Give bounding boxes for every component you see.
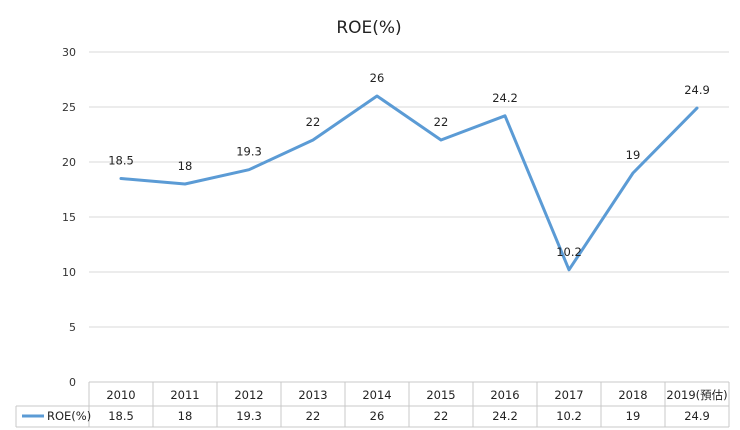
series-line-roe xyxy=(119,94,699,272)
data-label: 19.3 xyxy=(236,145,262,159)
table-value-cell: 18.5 xyxy=(108,409,134,423)
x-category-label: 2010 xyxy=(106,388,135,402)
table-value-cell: 19 xyxy=(626,409,641,423)
x-category-label: 2017 xyxy=(554,388,583,402)
gridlines xyxy=(89,51,729,383)
data-label: 10.2 xyxy=(556,245,582,259)
x-category-label: 2015 xyxy=(426,388,455,402)
data-label: 18.5 xyxy=(108,154,134,168)
table-value-cell: 24.9 xyxy=(684,409,710,423)
y-tick-label: 0 xyxy=(69,376,76,389)
y-axis-ticks: 0 5 10 15 20 25 30 xyxy=(62,46,76,389)
data-labels: 18.5 18 19.3 22 26 22 24.2 10.2 19 24.9 xyxy=(108,71,710,259)
table-value-cell: 22 xyxy=(306,409,321,423)
table-value-cell: 19.3 xyxy=(236,409,262,423)
data-label: 19 xyxy=(626,148,641,162)
data-label: 24.2 xyxy=(492,91,518,105)
data-label: 22 xyxy=(306,115,321,129)
table-value-cell: 10.2 xyxy=(556,409,582,423)
table-value-cell: 22 xyxy=(434,409,449,423)
y-tick-label: 15 xyxy=(62,211,76,224)
chart-title: ROE(%) xyxy=(336,18,401,38)
x-category-label: 2011 xyxy=(170,388,199,402)
y-tick-label: 5 xyxy=(69,321,76,334)
x-category-label: 2016 xyxy=(490,388,519,402)
data-table: 2010 2011 2012 2013 2014 2015 2016 2017 2018 2019… xyxy=(15,381,730,428)
legend-label-roe: ROE(%) xyxy=(47,409,91,423)
x-category-label: 2012 xyxy=(234,388,263,402)
table-value-cell: 18 xyxy=(178,409,193,423)
series-lines xyxy=(119,94,699,272)
data-label: 24.9 xyxy=(684,83,710,97)
data-label: 26 xyxy=(370,71,385,85)
x-category-label: 2018 xyxy=(618,388,647,402)
x-category-label: 2014 xyxy=(362,388,391,402)
table-value-cell: 26 xyxy=(370,409,385,423)
y-tick-label: 25 xyxy=(62,101,76,114)
y-tick-label: 30 xyxy=(62,46,76,59)
x-category-label: 2019(預估) xyxy=(666,388,727,402)
table-value-cell: 24.2 xyxy=(492,409,518,423)
data-label: 22 xyxy=(434,115,449,129)
data-label: 18 xyxy=(178,159,193,173)
y-tick-label: 10 xyxy=(62,266,76,279)
x-category-label: 2013 xyxy=(298,388,327,402)
y-tick-label: 20 xyxy=(62,156,76,169)
